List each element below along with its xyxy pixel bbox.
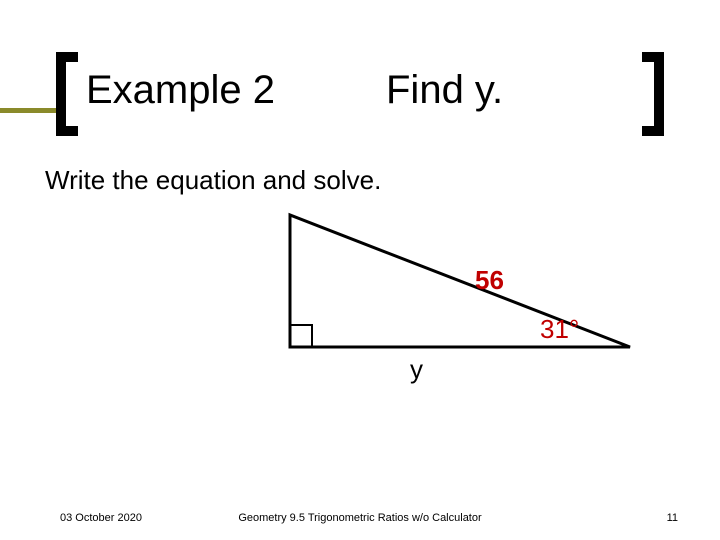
- title-area: Example 2 Find y.: [56, 60, 664, 130]
- bracket-right-icon: [642, 52, 664, 136]
- accent-line: [0, 108, 56, 113]
- footer-page: 11: [667, 512, 678, 524]
- hypotenuse-label: 56: [475, 265, 504, 296]
- instruction-text: Write the equation and solve.: [45, 165, 381, 196]
- title-left: Example 2: [86, 68, 275, 113]
- bracket-left-icon: [56, 52, 78, 136]
- angle-label: 31°: [540, 314, 579, 345]
- right-angle-marker: [290, 325, 312, 347]
- triangle-diagram: [280, 205, 660, 385]
- base-label: y: [410, 354, 423, 385]
- title-right: Find y.: [386, 68, 503, 113]
- footer-center: Geometry 9.5 Trigonometric Ratios w/o Ca…: [0, 512, 720, 524]
